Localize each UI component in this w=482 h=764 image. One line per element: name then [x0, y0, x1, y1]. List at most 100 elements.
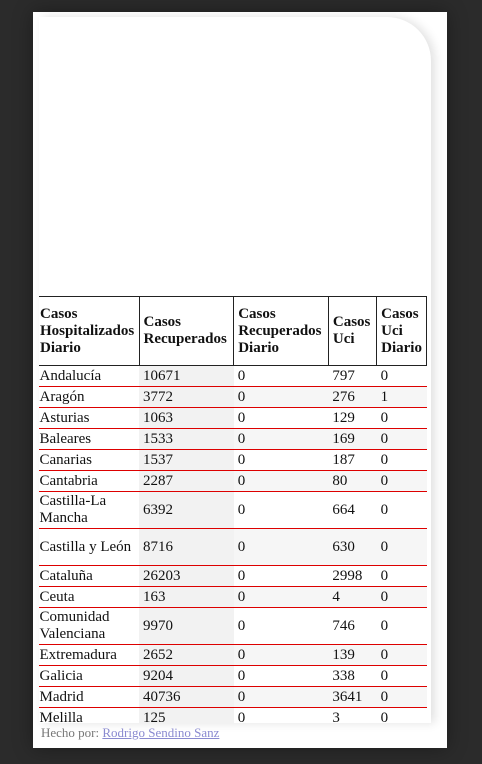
table-row: Castilla y León 8716 0 630 0 [39, 528, 427, 566]
table-row: Aragón 3772 0 276 1 [39, 386, 427, 408]
cell-region: Cataluña [39, 565, 140, 587]
cell-uci: 187 [328, 449, 377, 471]
table-row: Andalucía 10671 0 797 0 [39, 365, 427, 387]
cell-uci-diario: 0 [376, 449, 427, 471]
cell-recuperados: 163 [139, 586, 234, 608]
cell-uci-diario: 0 [376, 470, 427, 492]
cell-uci: 129 [328, 407, 377, 429]
table-row: Baleares 1533 0 169 0 [39, 428, 427, 450]
table-row: Melilla 125 0 3 0 [39, 707, 427, 723]
table-row: Cataluña 26203 0 2998 0 [39, 565, 427, 587]
browser-viewport: Casos Hospitalizados Diario Casos Recupe… [33, 12, 447, 748]
cell-region: Ceuta [39, 586, 140, 608]
blank-area [39, 17, 431, 296]
cell-region: Melilla [39, 707, 140, 723]
cell-uci-diario: 0 [376, 407, 427, 429]
cell-recuperados-diario: 0 [233, 449, 329, 471]
cell-region: Baleares [39, 428, 140, 450]
content-card[interactable]: Casos Hospitalizados Diario Casos Recupe… [39, 17, 431, 723]
cell-recuperados-diario: 0 [233, 491, 329, 529]
cell-recuperados: 26203 [139, 565, 234, 587]
cell-recuperados-diario: 0 [233, 428, 329, 450]
cell-uci: 3641 [328, 686, 377, 708]
cell-region: Cantabria [39, 470, 140, 492]
cell-uci-diario: 0 [376, 491, 427, 529]
cell-region: Extremadura [39, 644, 140, 666]
cell-region: Canarias [39, 449, 140, 471]
cell-recuperados: 2652 [139, 644, 234, 666]
table-row: Comunidad Valenciana 9970 0 746 0 [39, 607, 427, 645]
author-link[interactable]: Rodrigo Sendino Sanz [102, 725, 220, 740]
cell-recuperados-diario: 0 [233, 665, 329, 687]
cell-uci-diario: 0 [376, 607, 427, 645]
cell-uci: 797 [328, 365, 377, 387]
cell-recuperados: 8716 [139, 528, 234, 566]
cell-uci: 80 [328, 470, 377, 492]
cell-region: Comunidad Valenciana [39, 607, 140, 645]
header-hospitalizados-diario: Casos Hospitalizados Diario [39, 296, 140, 366]
cell-uci-diario: 0 [376, 665, 427, 687]
table-row: Ceuta 163 0 4 0 [39, 586, 427, 608]
cell-uci: 3 [328, 707, 377, 723]
cell-recuperados: 3772 [139, 386, 234, 408]
cell-recuperados-diario: 0 [233, 586, 329, 608]
table-scroll-area[interactable]: Casos Hospitalizados Diario Casos Recupe… [39, 296, 431, 723]
header-uci-diario: Casos Uci Diario [376, 296, 427, 366]
cell-uci: 338 [328, 665, 377, 687]
header-uci: Casos Uci [327, 296, 378, 366]
cell-uci: 664 [328, 491, 377, 529]
cell-uci-diario: 0 [376, 686, 427, 708]
cell-recuperados: 10671 [139, 365, 234, 387]
cell-recuperados: 6392 [139, 491, 234, 529]
cell-uci-diario: 1 [376, 386, 427, 408]
cell-region: Castilla y León [39, 528, 140, 566]
table-row: Cantabria 2287 0 80 0 [39, 470, 427, 492]
cell-region: Andalucía [39, 365, 140, 387]
cell-recuperados-diario: 0 [233, 407, 329, 429]
cell-uci-diario: 0 [376, 707, 427, 723]
table-row: Extremadura 2652 0 139 0 [39, 644, 427, 666]
cell-uci: 2998 [328, 565, 377, 587]
cell-uci-diario: 0 [376, 428, 427, 450]
cell-recuperados-diario: 0 [233, 707, 329, 723]
table-row: Asturias 1063 0 129 0 [39, 407, 427, 429]
cell-uci: 630 [328, 528, 377, 566]
table-row: Castilla-La Mancha 6392 0 664 0 [39, 491, 427, 529]
cell-region: Madrid [39, 686, 140, 708]
cell-recuperados-diario: 0 [233, 565, 329, 587]
cell-uci-diario: 0 [376, 365, 427, 387]
cell-region: Galicia [39, 665, 140, 687]
cell-uci: 4 [328, 586, 377, 608]
table-row: Galicia 9204 0 338 0 [39, 665, 427, 687]
cell-uci: 746 [328, 607, 377, 645]
cell-uci: 139 [328, 644, 377, 666]
cell-recuperados: 9970 [139, 607, 234, 645]
cell-recuperados-diario: 0 [233, 470, 329, 492]
cell-recuperados: 2287 [139, 470, 234, 492]
header-recuperados: Casos Recuperados [138, 296, 235, 366]
cell-recuperados-diario: 0 [233, 528, 329, 566]
cell-recuperados: 9204 [139, 665, 234, 687]
footer-prefix: Hecho por: [41, 725, 100, 740]
cell-recuperados-diario: 0 [233, 607, 329, 645]
cell-recuperados-diario: 0 [233, 644, 329, 666]
cell-recuperados-diario: 0 [233, 686, 329, 708]
cell-region: Castilla-La Mancha [39, 491, 140, 529]
cell-recuperados: 1533 [139, 428, 234, 450]
cell-uci-diario: 0 [376, 528, 427, 566]
cell-recuperados-diario: 0 [233, 365, 329, 387]
cell-region: Aragón [39, 386, 140, 408]
header-row: Casos Hospitalizados Diario Casos Recupe… [39, 296, 427, 366]
table-header: Casos Hospitalizados Diario Casos Recupe… [39, 296, 427, 366]
cell-uci: 169 [328, 428, 377, 450]
cell-region: Asturias [39, 407, 140, 429]
cell-uci-diario: 0 [376, 586, 427, 608]
cell-recuperados: 1063 [139, 407, 234, 429]
footer: Hecho por: Rodrigo Sendino Sanz [41, 725, 219, 741]
cell-uci-diario: 0 [376, 644, 427, 666]
cell-uci: 276 [328, 386, 377, 408]
cell-uci-diario: 0 [376, 565, 427, 587]
cell-recuperados: 125 [139, 707, 234, 723]
table-row: Madrid 40736 0 3641 0 [39, 686, 427, 708]
covid-data-table: Casos Hospitalizados Diario Casos Recupe… [39, 296, 427, 723]
